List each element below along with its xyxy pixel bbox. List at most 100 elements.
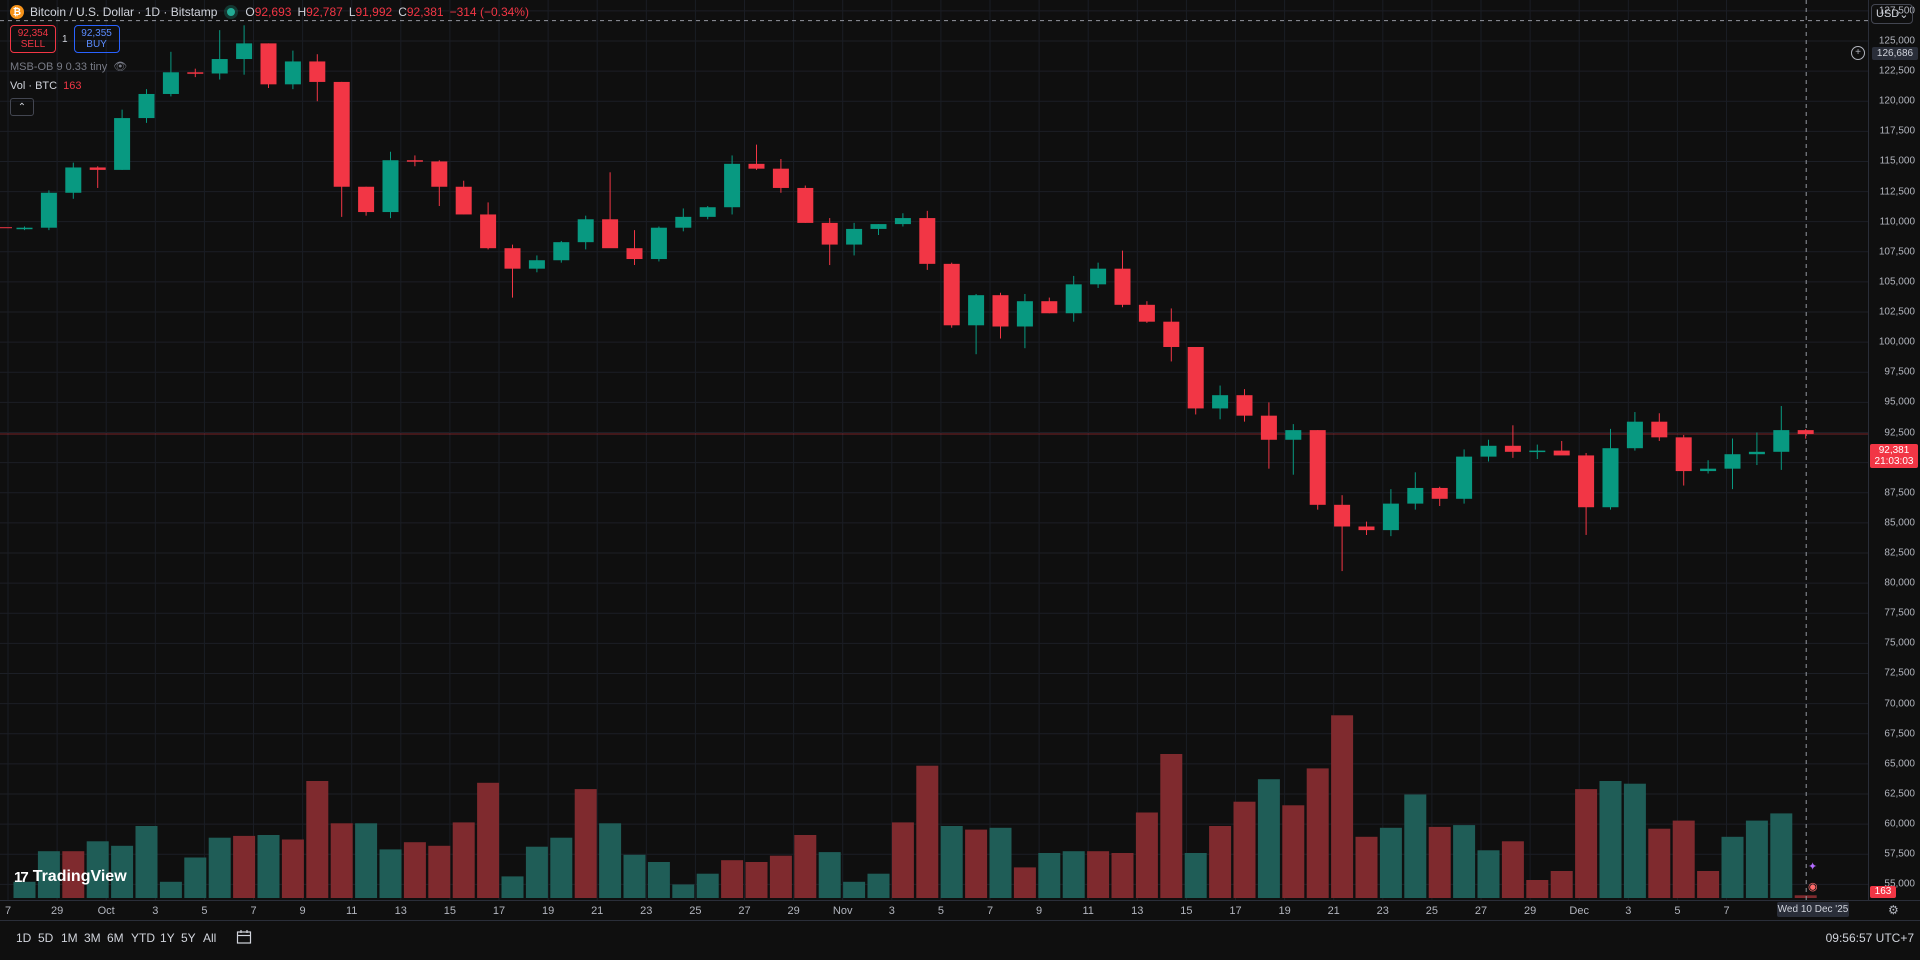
volume-bar bbox=[1331, 715, 1354, 898]
time-tick-label: 23 bbox=[1376, 905, 1389, 917]
currency-select[interactable]: USD ⌄ bbox=[1871, 4, 1913, 24]
price-tick-label: 65,000 bbox=[1884, 758, 1915, 770]
price-tick-label: 102,500 bbox=[1878, 306, 1915, 318]
candle-body bbox=[1626, 421, 1643, 449]
chart-pane[interactable] bbox=[0, 0, 1868, 900]
volume-value: 163 bbox=[63, 80, 82, 92]
range-6m-button[interactable]: 6M bbox=[107, 931, 124, 945]
price-tick-label: 87,500 bbox=[1884, 487, 1915, 499]
tradingview-logo-icon: 17 bbox=[14, 868, 29, 886]
volume-bar bbox=[1770, 813, 1793, 898]
price-tick-label: 60,000 bbox=[1884, 818, 1915, 830]
price-tick-label: 100,000 bbox=[1878, 336, 1915, 348]
volume-bar bbox=[1428, 826, 1451, 898]
volume-bar bbox=[672, 884, 695, 898]
range-5d-button[interactable]: 5D bbox=[38, 931, 54, 945]
price-tick-label: 55,000 bbox=[1884, 878, 1915, 890]
volume-bar bbox=[1721, 836, 1744, 898]
candle-body bbox=[1065, 284, 1082, 314]
price-tick-label: 67,500 bbox=[1884, 728, 1915, 740]
time-axis[interactable]: 7 29 Oct 3 5 7 9 11 13 15 17 19 21 23 25 27 29 Nov 3 5 7 9 11 1… bbox=[0, 900, 1920, 921]
time-tick-label: 5 bbox=[201, 905, 208, 917]
time-tick-label: 9 bbox=[299, 905, 306, 917]
price-tick-label: 105,000 bbox=[1878, 276, 1915, 288]
price-chart[interactable] bbox=[0, 0, 1868, 900]
add-alert-icon[interactable]: + bbox=[1851, 46, 1865, 60]
tradingview-logo: 17 TradingView bbox=[14, 868, 127, 886]
price-tick-label: 110,000 bbox=[1879, 216, 1915, 228]
volume-bar bbox=[1306, 768, 1329, 898]
range-all-button[interactable]: All bbox=[203, 931, 217, 945]
candle-body bbox=[114, 118, 131, 170]
time-tick-label: 27 bbox=[1474, 905, 1488, 917]
time-tick-label: 7 bbox=[986, 905, 994, 917]
time-tick-label: 13 bbox=[1131, 905, 1144, 917]
indicator-legend[interactable]: MSB-OB 9 0.33 tiny 👁 bbox=[10, 60, 128, 74]
event-marker-icon[interactable]: ✦ bbox=[1808, 861, 1818, 873]
range-5y-button[interactable]: 5Y bbox=[181, 931, 196, 945]
calendar-icon[interactable] bbox=[236, 929, 252, 945]
candle-body bbox=[1016, 301, 1033, 327]
candle-body bbox=[1163, 321, 1180, 347]
volume-bar bbox=[501, 876, 524, 898]
clock[interactable]: 09:56:57 UTC+7 bbox=[1825, 931, 1914, 945]
candle-body bbox=[577, 219, 594, 243]
buy-button[interactable]: 92,355 BUY bbox=[73, 25, 120, 53]
candle-body bbox=[553, 242, 570, 261]
candle-body bbox=[748, 163, 765, 169]
sell-button[interactable]: 92,354 SELL bbox=[10, 25, 56, 53]
price-tick-label: 57,500 bbox=[1884, 848, 1915, 860]
candle-body bbox=[968, 295, 985, 326]
volume-bar bbox=[769, 855, 792, 898]
symbol-title[interactable]: Bitcoin / U.S. Dollar · 1D · Bitstamp bbox=[30, 5, 218, 19]
time-tick-label: 5 bbox=[1674, 905, 1681, 917]
time-tick-label: 17 bbox=[1229, 905, 1242, 917]
volume-bar bbox=[355, 823, 378, 898]
volume-bar bbox=[1526, 880, 1549, 898]
symbol-legend: ₿ Bitcoin / U.S. Dollar · 1D · Bitstamp … bbox=[10, 5, 529, 19]
open-value: 92,693 bbox=[254, 5, 292, 19]
settings-icon[interactable]: ⚙ bbox=[1888, 903, 1899, 917]
indicator-name: MSB-OB 9 0.33 tiny bbox=[10, 60, 108, 73]
eye-hidden-icon[interactable]: 👁 bbox=[113, 61, 128, 73]
candle-body bbox=[894, 218, 911, 225]
range-3m-button[interactable]: 3M bbox=[84, 931, 101, 945]
range-1y-button[interactable]: 1Y bbox=[160, 931, 175, 945]
range-ytd-button[interactable]: YTD bbox=[131, 931, 155, 945]
volume-bar bbox=[525, 846, 548, 898]
price-tick-label: 120,000 bbox=[1878, 95, 1915, 107]
volume-bar bbox=[1404, 794, 1427, 898]
candle-body bbox=[1334, 504, 1351, 527]
volume-bar bbox=[1453, 825, 1476, 898]
price-tick-label: 85,000 bbox=[1884, 517, 1915, 529]
candle-body bbox=[1480, 445, 1497, 457]
volume-legend[interactable]: Vol · BTC 163 bbox=[10, 80, 81, 92]
candle-body bbox=[162, 72, 179, 94]
price-tick-label: 95,000 bbox=[1884, 396, 1915, 408]
chevron-up-icon[interactable]: ⌃ bbox=[10, 98, 34, 116]
volume-bar bbox=[965, 829, 988, 898]
candle-body bbox=[528, 260, 545, 269]
volume-bar bbox=[37, 851, 60, 898]
volume-bar bbox=[13, 881, 36, 898]
price-tick-label: 115,000 bbox=[1879, 155, 1915, 167]
candle-body bbox=[309, 61, 326, 82]
chevron-down-icon: ⌄ bbox=[1899, 8, 1909, 21]
price-tick-label: 70,000 bbox=[1884, 698, 1915, 710]
time-tick-label: 17 bbox=[492, 905, 506, 917]
time-tick-label: 11 bbox=[1082, 905, 1094, 917]
candle-body bbox=[626, 248, 643, 260]
time-tick-label: 19 bbox=[1278, 905, 1291, 917]
time-tick-label: Nov bbox=[832, 905, 853, 917]
range-1m-button[interactable]: 1M bbox=[61, 931, 78, 945]
volume-bar bbox=[1550, 871, 1573, 898]
dividend-marker-icon[interactable]: ◉ bbox=[1808, 881, 1818, 893]
price-tick-label: 82,500 bbox=[1884, 547, 1915, 559]
volume-bar bbox=[1282, 805, 1305, 898]
candle-body bbox=[1529, 450, 1546, 453]
volume-bar bbox=[599, 823, 622, 898]
candle-body bbox=[1090, 268, 1107, 285]
price-axis[interactable]: 127,500 125,000 122,500 120,000 117,500 115,0… bbox=[1868, 0, 1920, 900]
candle-body bbox=[382, 160, 399, 213]
range-1d-button[interactable]: 1D bbox=[16, 931, 32, 945]
